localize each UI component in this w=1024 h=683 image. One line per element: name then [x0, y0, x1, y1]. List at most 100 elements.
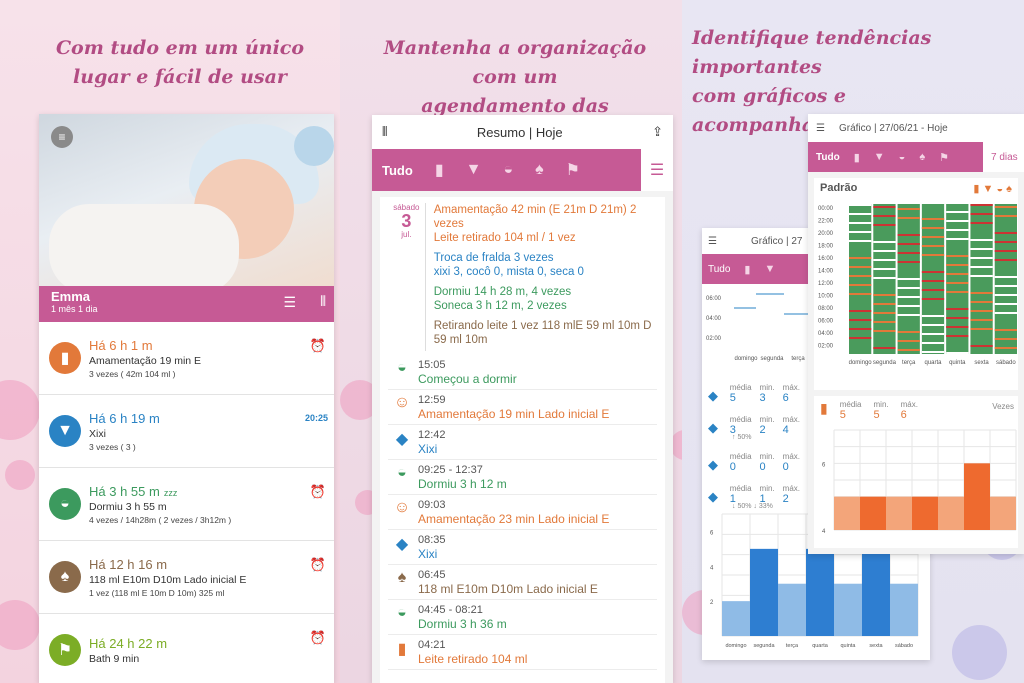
feed-row[interactable]: ▮ 04:21 Leite retirado 104 ml	[388, 635, 657, 670]
summary-lines: Amamentação 42 min (E 21m D 21m) 2 vezes…	[424, 203, 657, 351]
bottle-icon[interactable]: ▮	[744, 263, 751, 276]
summary-line: Soneca 3 h 12 m, 2 vezes	[433, 300, 567, 312]
stat-label: média	[729, 484, 752, 493]
bottle-icon[interactable]: ▮	[853, 151, 860, 164]
alarm-icon[interactable]: ⏰	[309, 630, 326, 645]
event-mark	[970, 319, 993, 321]
pump-icon[interactable]: ♠	[919, 151, 926, 163]
share-icon[interactable]: ⇪	[652, 124, 663, 139]
diaper-icon[interactable]: ▼	[465, 161, 482, 178]
event-mark	[897, 234, 920, 236]
feed-row[interactable]: ◒ 04:45 - 08:21 Dormiu 3 h 36 m	[388, 600, 657, 635]
tab-all[interactable]: Tudo	[708, 263, 731, 275]
y-tick: 4	[710, 565, 714, 571]
y-tick: 2	[710, 600, 714, 606]
feed-row[interactable]: ◒ 15:05 Começou a dormir	[388, 355, 657, 390]
event-mark	[873, 250, 896, 252]
list-icon[interactable]: ☰	[816, 122, 825, 134]
entry-row[interactable]: ♠ Há 12 h 16 m 118 ml E10m D10m Lado inici…	[39, 541, 334, 614]
feed-desc: 118 ml E10m D10m Lado inicial E	[418, 582, 598, 596]
sleep-column	[994, 204, 1017, 354]
feed-row[interactable]: ◒ 09:25 - 12:37 Dormiu 3 h 12 m	[388, 460, 657, 495]
bar	[990, 496, 1016, 530]
bottle-icon[interactable]: ▮	[434, 162, 444, 179]
event-mark	[921, 218, 945, 220]
alarm-icon[interactable]: ⏰	[309, 338, 326, 353]
event-mark	[897, 252, 920, 254]
flag-icon[interactable]: ⚑	[565, 162, 580, 179]
alarm-icon[interactable]: ⏰	[309, 557, 326, 572]
event-mark	[849, 337, 872, 339]
event-mark	[970, 275, 993, 277]
stat-value: 3	[729, 424, 736, 436]
stat-cell: máx. 4	[783, 415, 800, 436]
category-tick: segunda	[753, 643, 775, 649]
feed-info: 04:21 Leite retirado 104 ml	[418, 639, 527, 666]
chart-icon[interactable]: ⫴	[382, 124, 388, 139]
feed-row[interactable]: ◆ 08:35 Xixi	[388, 530, 657, 565]
menu-button[interactable]: ≡	[51, 126, 73, 148]
stat-label: média	[729, 383, 752, 392]
entry-row[interactable]: ▼ Há 6 h 19 m Xixi 3 vezes ( 3 ) 20:25	[39, 395, 334, 468]
pump-icon[interactable]: ♠	[535, 161, 544, 178]
chart-icon[interactable]: ⫴	[320, 293, 326, 309]
decor-dot	[0, 600, 40, 650]
event-mark	[970, 266, 993, 268]
tab-all[interactable]: Tudo	[382, 162, 413, 178]
bassinet-icon[interactable]: ◒	[503, 161, 514, 178]
hour-tick: 02:00	[706, 336, 722, 342]
feed-info: 04:45 - 08:21 Dormiu 3 h 36 m	[418, 604, 507, 631]
stat-cell: máx. 2	[783, 484, 800, 505]
feed-row[interactable]: ☺ 09:03 Amamentação 23 min Lado inicial E	[388, 495, 657, 530]
feed-row[interactable]: ♠ 06:45 118 ml E10m D10m Lado inicial E	[388, 565, 657, 600]
diaper-icon[interactable]: ▼	[873, 151, 885, 163]
entry-row[interactable]: ⚑ Há 24 h 22 m Bath 9 min ⏰	[39, 614, 334, 683]
feed-desc: Começou a dormir	[418, 372, 517, 386]
feed-info: 12:42 Xixi	[418, 429, 446, 456]
stat-label: média	[729, 415, 752, 424]
list-icon[interactable]: ☰	[283, 294, 296, 310]
event-mark	[970, 301, 993, 303]
event-mark	[946, 326, 969, 328]
event-mark	[849, 266, 872, 268]
tab-all[interactable]: Tudo	[816, 151, 840, 163]
feed-desc: Dormiu 3 h 12 m	[418, 477, 507, 491]
bassinet-icon[interactable]: ◒	[898, 151, 906, 163]
stat-value: 1	[729, 493, 736, 505]
event-mark	[921, 227, 945, 229]
date-block: sábado 3 jul.	[388, 203, 425, 351]
event-mark	[849, 213, 872, 215]
bottle-icon: ▮	[49, 342, 81, 374]
event-mark	[946, 317, 969, 319]
category-tick: quarta	[812, 643, 829, 649]
menu-icon[interactable]: ☰	[641, 149, 673, 191]
event-mark	[873, 277, 896, 279]
event-mark	[897, 296, 920, 298]
diaper-icon: ◆	[708, 388, 718, 403]
filter-icons[interactable]: ▮ ▼ ◒ ♠	[973, 183, 1012, 195]
event-mark	[897, 305, 920, 307]
entry-desc: Dormiu 3 h 55 m	[89, 500, 167, 513]
event-mark	[946, 273, 969, 275]
feed-row[interactable]: ☺ 12:59 Amamentação 19 min Lado inicial E	[388, 390, 657, 425]
alarm-time[interactable]: 20:25	[304, 413, 328, 423]
event-mark	[849, 293, 872, 295]
bassinet-icon: ◒	[397, 359, 407, 376]
list-icon[interactable]: ☰	[708, 235, 717, 247]
baby-photo: ≡	[39, 114, 334, 294]
event-mark	[897, 340, 920, 342]
stat-change: ↓ 50% ↓ 33%	[732, 503, 773, 510]
category-tick: terça	[786, 643, 799, 649]
flag-icon[interactable]: ⚑	[939, 151, 950, 164]
stat-cell: média 5	[730, 383, 752, 404]
tab-bar: Tudo ▮ ▼ ◒ ♠ ⚑ ☰	[372, 149, 673, 191]
feed-row[interactable]: ◆ 12:42 Xixi	[388, 425, 657, 460]
range-selector[interactable]: 7 dias	[991, 151, 1018, 163]
diaper-icon[interactable]: ▼	[764, 263, 776, 275]
alarm-icon[interactable]: ⏰	[309, 484, 326, 499]
stat-label: min.	[759, 415, 775, 424]
